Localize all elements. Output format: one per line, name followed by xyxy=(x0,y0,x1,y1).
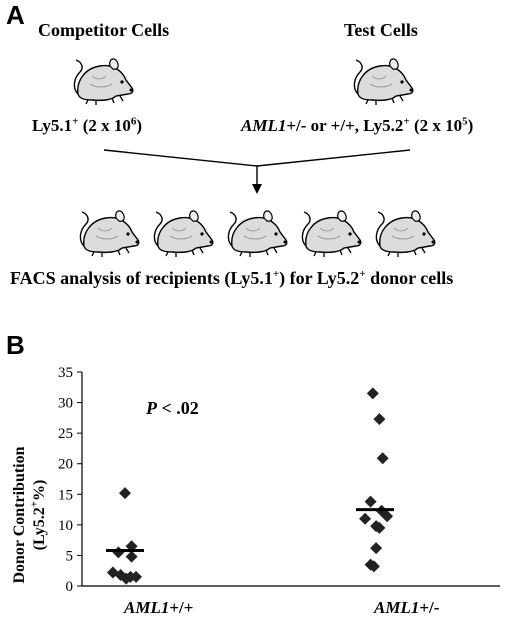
data-point xyxy=(364,495,377,508)
panel-a-label: A xyxy=(6,0,25,30)
y-tick-label: 10 xyxy=(58,518,73,534)
data-point xyxy=(112,546,125,559)
y-tick-label: 35 xyxy=(58,365,73,381)
data-point xyxy=(373,413,386,426)
y-tick-label: 20 xyxy=(58,457,73,473)
data-point xyxy=(125,550,138,563)
mouse-icon xyxy=(79,210,140,258)
data-point xyxy=(370,542,383,555)
merge-arrow xyxy=(103,149,411,194)
recipient-mice-row xyxy=(78,206,438,258)
x-category-label: AML1+/+ xyxy=(124,598,194,617)
p-value: P < .02 xyxy=(146,398,199,418)
y-tick-label: 5 xyxy=(66,548,74,564)
test-line xyxy=(256,149,411,167)
data-point xyxy=(367,560,380,573)
y-tick-label: 0 xyxy=(66,579,74,595)
competitor-cells-title: Competitor Cells xyxy=(38,20,170,40)
mouse-icon xyxy=(301,210,362,258)
mouse-icon xyxy=(353,58,414,106)
data-point xyxy=(119,487,131,500)
data-point xyxy=(366,387,379,400)
y-tick-label: 25 xyxy=(58,426,73,442)
panel-b-label: B xyxy=(6,330,25,360)
scatter-chart: 0 5 10 15 20 25 30 35 xyxy=(58,365,500,595)
mouse-icon xyxy=(227,210,288,258)
mouse-icon xyxy=(153,210,214,258)
mouse-icon xyxy=(375,210,436,258)
x-category-label: AML1+/- xyxy=(374,598,440,617)
data-point xyxy=(106,566,119,579)
competitor-cells-label: Ly5.1+ (2 x 106) xyxy=(32,115,143,135)
y-tick-label: 30 xyxy=(58,396,73,412)
y-tick-label: 15 xyxy=(58,487,73,503)
data-point xyxy=(124,570,137,583)
data-point xyxy=(120,572,133,585)
test-cells-label: AML1+/- or +/+, Ly5.2+ (2 x 105) xyxy=(241,115,474,135)
data-point xyxy=(359,512,372,525)
data-point xyxy=(376,452,389,465)
competitor-line xyxy=(103,149,258,167)
test-cells-title: Test Cells xyxy=(344,20,418,40)
data-point xyxy=(373,521,386,534)
mouse-icon xyxy=(73,58,134,106)
arrow-head xyxy=(252,184,262,194)
facs-caption: FACS analysis of recipients (Ly5.1+) for… xyxy=(10,268,454,288)
